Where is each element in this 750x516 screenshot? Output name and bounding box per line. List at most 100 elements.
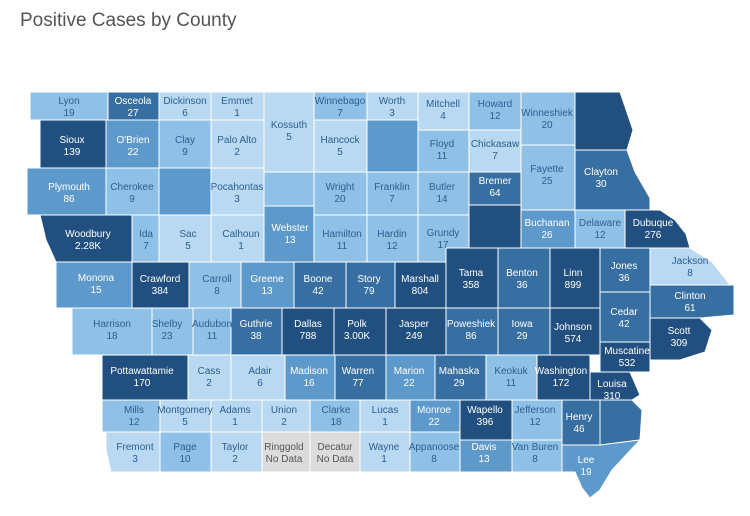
county-value-label: 7 — [337, 108, 343, 119]
county-name-label: Hardin — [377, 229, 406, 240]
county-name-label: Palo Alto — [217, 135, 257, 146]
county-value-label: 5 — [185, 241, 191, 252]
county-name-label: Webster — [271, 223, 309, 234]
county-value-label: 77 — [352, 378, 364, 389]
county-name-label: Wayne — [369, 442, 400, 453]
county-name-label: Mahaska — [439, 366, 480, 377]
county-value-label: 22 — [403, 378, 415, 389]
county-dubuque[interactable] — [624, 209, 691, 249]
county-name-label: Clarke — [322, 405, 351, 416]
county-value-label: 79 — [363, 286, 375, 297]
county-value-label: 139 — [64, 147, 81, 158]
county-value-label: 532 — [619, 358, 636, 369]
county-name-label: Grundy — [427, 228, 460, 239]
county-value-label: 574 — [565, 334, 582, 345]
county-value-label: 12 — [489, 111, 501, 122]
county-name-label: Linn — [564, 268, 583, 279]
county-delaware[interactable] — [574, 209, 626, 249]
county-value-label: 1 — [232, 417, 238, 428]
county-name-label: Fremont — [116, 442, 153, 453]
county-value-label: 36 — [516, 280, 528, 291]
county-name-label: Johnson — [554, 322, 592, 333]
county-name-label: Hamilton — [322, 229, 361, 240]
county-value-label: 18 — [330, 417, 342, 428]
county-value-label: 20 — [334, 194, 346, 205]
county-story[interactable] — [345, 261, 396, 309]
county-name-label: Page — [173, 442, 197, 453]
county-name-label: Washington — [535, 366, 587, 377]
county-value-label: 18 — [106, 331, 118, 342]
county-clayton[interactable] — [574, 149, 651, 211]
county-black-hawk[interactable] — [468, 204, 522, 249]
county-name-label: Tama — [459, 268, 484, 279]
county-value-label: 29 — [516, 331, 528, 342]
county-clinton[interactable] — [649, 284, 735, 319]
county-value-label: 1 — [234, 108, 240, 119]
county-value-label: 36 — [618, 273, 630, 284]
county-name-label: Davis — [471, 442, 496, 453]
county-value-label: 19 — [580, 467, 592, 478]
county-value-label: 14 — [436, 194, 448, 205]
county-value-label: 804 — [412, 286, 429, 297]
county-value-label: 12 — [128, 417, 140, 428]
county-jackson[interactable] — [649, 247, 732, 286]
county-name-label: Henry — [566, 412, 593, 423]
county-value-label: 6 — [257, 378, 263, 389]
county-boone[interactable] — [293, 261, 347, 309]
county-value-label: 11 — [506, 378, 517, 389]
county-buena-vista[interactable] — [158, 167, 212, 216]
county-name-label: Warren — [342, 366, 374, 377]
county-value-label: 22 — [127, 147, 139, 158]
county-value-label: 3.00K — [344, 331, 370, 342]
county-value-label: 11 — [337, 241, 348, 252]
county-name-label: Lucas — [372, 405, 399, 416]
county-value-label: 3 — [234, 194, 240, 205]
county-allamakee[interactable] — [574, 91, 634, 151]
county-name-label: Pottawattamie — [110, 366, 174, 377]
county-value-label: 7 — [143, 241, 149, 252]
county-value-label: 8 — [431, 454, 437, 465]
county-webster[interactable] — [263, 205, 315, 263]
county-carroll[interactable] — [188, 261, 242, 309]
county-value-label: 788 — [300, 331, 317, 342]
county-des-moines[interactable] — [599, 399, 643, 446]
county-name-label: Muscatine — [604, 346, 650, 357]
county-crawford[interactable] — [131, 261, 190, 309]
county-value-label: 276 — [645, 230, 662, 241]
county-value-label: 12 — [386, 241, 398, 252]
county-name-label: Fayette — [530, 164, 564, 175]
county-value-label: 22 — [428, 417, 440, 428]
county-hancock[interactable] — [313, 119, 368, 173]
county-name-label: Benton — [506, 268, 538, 279]
county-name-label: Union — [271, 405, 297, 416]
county-name-label: Poweshiek — [447, 319, 496, 330]
county-name-label: Cass — [198, 366, 221, 377]
county-name-label: Winnebago — [315, 96, 366, 107]
county-name-label: Clayton — [584, 167, 618, 178]
county-value-label: 30 — [595, 179, 607, 190]
county-buchanan[interactable] — [520, 209, 576, 249]
county-value-label: 11 — [207, 331, 218, 342]
county-name-label: Worth — [379, 96, 406, 107]
county-muscatine[interactable] — [599, 341, 651, 373]
county-louisa[interactable] — [589, 371, 641, 401]
county-name-label: Clinton — [674, 291, 705, 302]
county-name-label: Boone — [304, 274, 333, 285]
county-value-label: 384 — [152, 286, 169, 297]
county-value-label: 310 — [604, 391, 621, 402]
county-humboldt[interactable] — [263, 171, 315, 207]
county-greene[interactable] — [240, 261, 295, 309]
county-lee[interactable] — [561, 439, 642, 499]
county-value-label: 5 — [286, 132, 292, 143]
county-value-label: 61 — [684, 303, 696, 314]
county-name-label: Hancock — [321, 135, 361, 146]
county-name-label: Shelby — [152, 319, 183, 330]
county-value-label: 27 — [127, 108, 139, 119]
county-marshall[interactable] — [394, 261, 447, 309]
county-cerro-gordo[interactable] — [366, 119, 419, 173]
county-name-label: Decatur — [317, 442, 353, 453]
county-fremont[interactable] — [105, 431, 161, 473]
county-name-label: Jasper — [399, 319, 430, 330]
county-value-label: 11 — [437, 151, 448, 162]
